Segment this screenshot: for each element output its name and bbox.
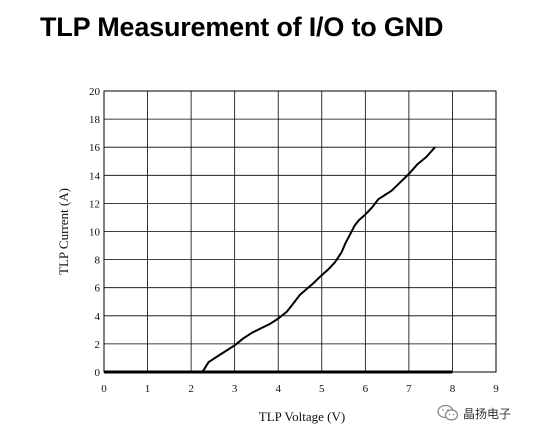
watermark-text: 晶扬电子 <box>463 406 512 421</box>
wechat-logo-icon <box>437 404 459 421</box>
x-tick-label: 3 <box>232 383 238 395</box>
y-tick-label: 0 <box>95 367 101 379</box>
y-tick-label: 4 <box>95 311 101 323</box>
x-tick-label: 2 <box>188 383 194 395</box>
x-tick-label: 1 <box>145 383 151 395</box>
y-tick-label: 12 <box>89 198 100 210</box>
x-tick-label: 0 <box>101 383 107 395</box>
watermark: 晶扬电子 <box>437 404 511 422</box>
y-tick-label: 18 <box>89 114 101 126</box>
y-tick-label: 6 <box>95 283 101 295</box>
y-tick-label: 10 <box>89 227 101 239</box>
y-tick-label: 2 <box>95 339 101 351</box>
page-title: TLP Measurement of I/O to GND <box>40 12 444 42</box>
y-tick-label: 8 <box>95 255 101 267</box>
x-tick-label: 6 <box>363 383 369 395</box>
x-tick-labels: 0 1 2 3 4 5 6 7 8 9 <box>101 383 499 395</box>
y-axis-label: TLP Current (A) <box>56 188 71 275</box>
y-tick-label: 14 <box>89 170 101 182</box>
grid-lines <box>103 90 497 373</box>
x-axis-label: TLP Voltage (V) <box>259 409 345 424</box>
x-tick-label: 5 <box>319 383 325 395</box>
y-tick-label: 16 <box>89 142 101 154</box>
x-tick-label: 4 <box>275 383 281 395</box>
y-tick-labels: 0 2 4 6 8 10 12 14 16 18 20 <box>89 86 101 379</box>
plot-frame <box>103 90 497 373</box>
x-tick-label: 8 <box>450 383 456 395</box>
series-line <box>104 146 436 373</box>
x-tick-label: 9 <box>493 383 499 395</box>
x-tick-label: 7 <box>406 383 412 395</box>
y-tick-label: 20 <box>89 86 101 98</box>
